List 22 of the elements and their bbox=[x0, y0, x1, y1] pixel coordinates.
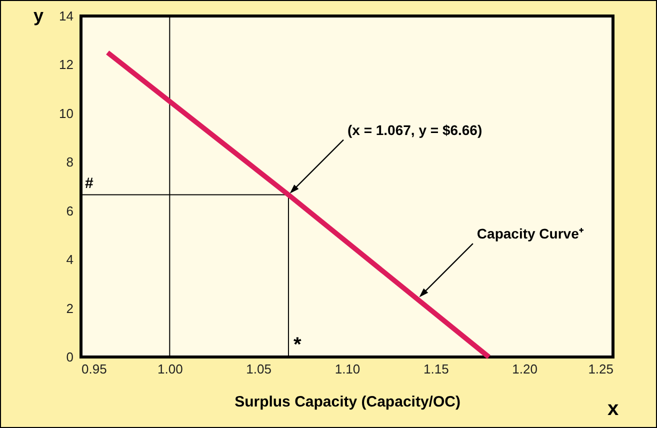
y-tick-label: 10 bbox=[59, 106, 74, 121]
annotation: Capacity Curve⁺ bbox=[476, 226, 584, 242]
x-tick-label: 0.95 bbox=[82, 362, 107, 376]
y-tick-label: 4 bbox=[66, 252, 74, 268]
y-axis-title: y bbox=[33, 6, 44, 26]
ref-line-label: * bbox=[293, 334, 302, 356]
ref-line-label: # bbox=[85, 174, 94, 192]
y-tick-label: 8 bbox=[66, 154, 74, 170]
y-tick-label: 0 bbox=[66, 350, 74, 364]
y-tick-label: 2 bbox=[66, 300, 74, 316]
x-tick-label: 1.10 bbox=[334, 362, 360, 376]
text: x bbox=[607, 398, 619, 420]
x-tick-label: 1.25 bbox=[588, 362, 614, 376]
x-tick-label: 1.20 bbox=[512, 362, 538, 376]
y-tick-label: 6 bbox=[66, 203, 74, 218]
x-tick-label: 1.00 bbox=[158, 362, 183, 376]
annotation: (x = 1.067, y = $6.66) bbox=[347, 122, 482, 138]
x-tick-label: 1.15 bbox=[424, 362, 449, 376]
x-axis-title: Surplus Capacity (Capacity/OC) bbox=[234, 394, 460, 410]
y-tick-label: 14 bbox=[59, 8, 74, 24]
y-tick-label: 12 bbox=[59, 57, 74, 72]
x-tick-label: 1.05 bbox=[246, 362, 272, 376]
